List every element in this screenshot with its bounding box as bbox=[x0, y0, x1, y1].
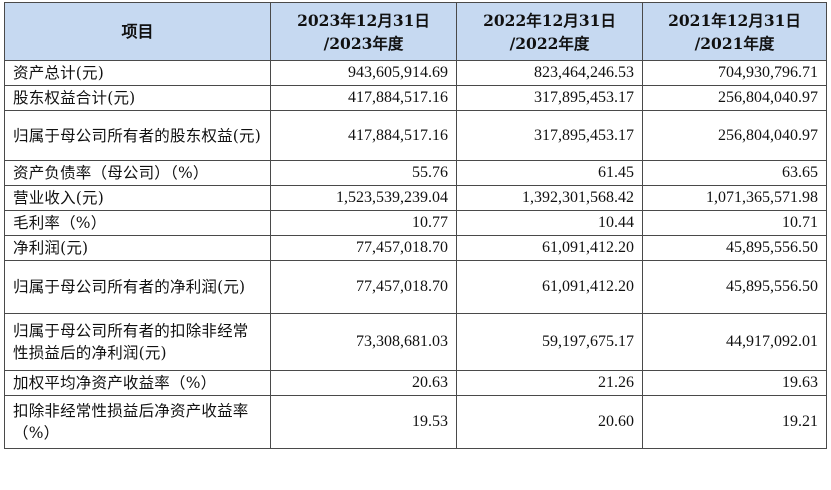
header-2021-year: /2021年度 bbox=[694, 33, 775, 53]
cell-2023: 417,884,517.16 bbox=[270, 110, 457, 161]
header-2023-date: 2023年12月31日 bbox=[297, 10, 430, 30]
cell-2022: 10.44 bbox=[456, 210, 643, 236]
row-label: 归属于母公司所有者的扣除非经常性损益后的净利润(元) bbox=[4, 313, 271, 371]
cell-2023: 73,308,681.03 bbox=[270, 313, 457, 371]
row-label: 股东权益合计(元) bbox=[4, 85, 271, 111]
row-label: 归属于母公司所有者的股东权益(元) bbox=[4, 110, 271, 161]
header-item: 项目 bbox=[4, 2, 271, 61]
cell-2022: 61.45 bbox=[456, 160, 643, 186]
financial-table: 项目 2023年12月31日 /2023年度 2022年12月31日 /2022… bbox=[4, 2, 827, 449]
header-2022-date: 2022年12月31日 bbox=[483, 10, 616, 30]
cell-2022: 21.26 bbox=[456, 370, 643, 396]
header-2023: 2023年12月31日 /2023年度 bbox=[270, 2, 457, 61]
table-row: 资产总计(元) 943,605,914.69 823,464,246.53 70… bbox=[4, 60, 827, 86]
table-row: 股东权益合计(元) 417,884,517.16 317,895,453.17 … bbox=[4, 85, 827, 111]
cell-2021: 704,930,796.71 bbox=[642, 60, 827, 86]
cell-2022: 61,091,412.20 bbox=[456, 260, 643, 314]
cell-2023: 10.77 bbox=[270, 210, 457, 236]
row-label: 归属于母公司所有者的净利润(元) bbox=[4, 260, 271, 314]
row-label: 营业收入(元) bbox=[4, 185, 271, 211]
cell-2022: 59,197,675.17 bbox=[456, 313, 643, 371]
financial-summary: 项目 2023年12月31日 /2023年度 2022年12月31日 /2022… bbox=[4, 2, 827, 449]
cell-2021: 1,071,365,571.98 bbox=[642, 185, 827, 211]
header-item-label: 项目 bbox=[121, 22, 154, 41]
cell-2023: 20.63 bbox=[270, 370, 457, 396]
cell-2022: 317,895,453.17 bbox=[456, 110, 643, 161]
header-row: 项目 2023年12月31日 /2023年度 2022年12月31日 /2022… bbox=[4, 2, 827, 61]
table-row: 归属于母公司所有者的股东权益(元) 417,884,517.16 317,895… bbox=[4, 110, 827, 161]
table-row: 营业收入(元) 1,523,539,239.04 1,392,301,568.4… bbox=[4, 185, 827, 211]
cell-2021: 44,917,092.01 bbox=[642, 313, 827, 371]
cell-2022: 317,895,453.17 bbox=[456, 85, 643, 111]
cell-2023: 77,457,018.70 bbox=[270, 260, 457, 314]
row-label: 毛利率（%） bbox=[4, 210, 271, 236]
row-label: 净利润(元) bbox=[4, 235, 271, 261]
cell-2023: 943,605,914.69 bbox=[270, 60, 457, 86]
table-row: 归属于母公司所有者的扣除非经常性损益后的净利润(元) 73,308,681.03… bbox=[4, 313, 827, 371]
table-header: 项目 2023年12月31日 /2023年度 2022年12月31日 /2022… bbox=[4, 2, 827, 61]
header-2021: 2021年12月31日 /2021年度 bbox=[642, 2, 827, 61]
row-label: 加权平均净资产收益率（%） bbox=[4, 370, 271, 396]
table-row: 扣除非经常性损益后净资产收益率（%） 19.53 20.60 19.21 bbox=[4, 395, 827, 449]
table-body: 资产总计(元) 943,605,914.69 823,464,246.53 70… bbox=[4, 60, 827, 449]
cell-2023: 1,523,539,239.04 bbox=[270, 185, 457, 211]
header-2022-year: /2022年度 bbox=[509, 33, 590, 53]
cell-2022: 823,464,246.53 bbox=[456, 60, 643, 86]
header-2021-date: 2021年12月31日 bbox=[668, 10, 801, 30]
cell-2021: 19.21 bbox=[642, 395, 827, 449]
header-2022: 2022年12月31日 /2022年度 bbox=[456, 2, 643, 61]
cell-2023: 19.53 bbox=[270, 395, 457, 449]
row-label: 资产总计(元) bbox=[4, 60, 271, 86]
header-2023-year: /2023年度 bbox=[323, 33, 404, 53]
cell-2023: 417,884,517.16 bbox=[270, 85, 457, 111]
cell-2021: 10.71 bbox=[642, 210, 827, 236]
cell-2022: 61,091,412.20 bbox=[456, 235, 643, 261]
cell-2023: 77,457,018.70 bbox=[270, 235, 457, 261]
cell-2021: 45,895,556.50 bbox=[642, 260, 827, 314]
table-row: 归属于母公司所有者的净利润(元) 77,457,018.70 61,091,41… bbox=[4, 260, 827, 314]
table-row: 净利润(元) 77,457,018.70 61,091,412.20 45,89… bbox=[4, 235, 827, 261]
cell-2021: 19.63 bbox=[642, 370, 827, 396]
cell-2021: 256,804,040.97 bbox=[642, 85, 827, 111]
row-label: 资产负债率（母公司）（%） bbox=[4, 160, 271, 186]
cell-2021: 63.65 bbox=[642, 160, 827, 186]
table-row: 资产负债率（母公司）（%） 55.76 61.45 63.65 bbox=[4, 160, 827, 186]
cell-2023: 55.76 bbox=[270, 160, 457, 186]
cell-2022: 20.60 bbox=[456, 395, 643, 449]
cell-2021: 45,895,556.50 bbox=[642, 235, 827, 261]
row-label: 扣除非经常性损益后净资产收益率（%） bbox=[4, 395, 271, 449]
table-row: 毛利率（%） 10.77 10.44 10.71 bbox=[4, 210, 827, 236]
table-row: 加权平均净资产收益率（%） 20.63 21.26 19.63 bbox=[4, 370, 827, 396]
cell-2022: 1,392,301,568.42 bbox=[456, 185, 643, 211]
cell-2021: 256,804,040.97 bbox=[642, 110, 827, 161]
